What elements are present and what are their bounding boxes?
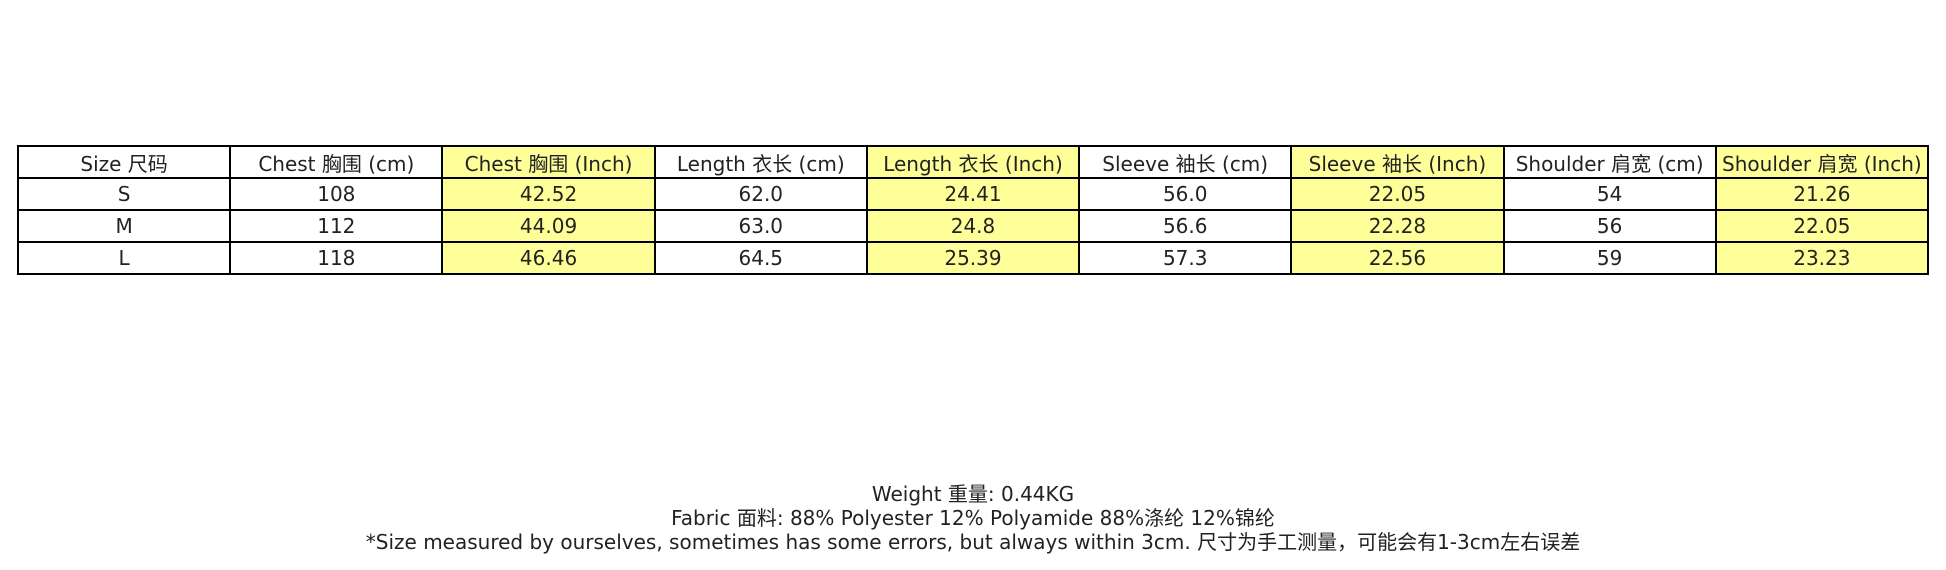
cell: 56.0 (1078, 177, 1293, 211)
header-cell: Length 衣长 (cm) (653, 145, 868, 179)
cell: 56 (1502, 209, 1717, 243)
cell: 24.8 (865, 209, 1081, 243)
cell: 64.5 (653, 241, 868, 275)
header-cell: Size 尺码 (16, 145, 232, 179)
notes: Weight 重量: 0.44KG Fabric 面料: 88% Polyeste… (0, 482, 1946, 554)
header-cell: Chest 胸围 (cm) (229, 145, 444, 179)
cell: 24.41 (865, 177, 1081, 211)
cell: 23.23 (1714, 241, 1930, 275)
note-line: Fabric 面料: 88% Polyester 12% Polyamide 8… (671, 506, 1275, 530)
header-cell: Sleeve 袖长 (cm) (1078, 145, 1293, 179)
header-row: Size 尺码 Chest 胸围 (cm) Chest 胸围 (Inch) Lengt… (16, 145, 1930, 179)
cell: 21.26 (1714, 177, 1930, 211)
note-line: Weight 重量: 0.44KG (871, 482, 1075, 506)
cell: 42.52 (441, 177, 656, 211)
cell: 22.28 (1290, 209, 1505, 243)
cell: 22.05 (1714, 209, 1930, 243)
cell: 112 (229, 209, 444, 243)
cell: 57.3 (1078, 241, 1293, 275)
cell: 22.56 (1290, 241, 1505, 275)
cell: 25.39 (865, 241, 1081, 275)
cell: 118 (229, 241, 444, 275)
cell: 54 (1502, 177, 1717, 211)
cell: M (16, 209, 232, 243)
size-table: Size 尺码 Chest 胸围 (cm) Chest 胸围 (Inch) Lengt… (16, 145, 1930, 275)
cell: 59 (1502, 241, 1717, 275)
data-row: L 118 46.46 64.5 25.39 57.3 22.56 59 23.23 (16, 241, 1930, 275)
header-cell: Shoulder 肩宽 (cm) (1502, 145, 1717, 179)
cell: 56.6 (1078, 209, 1293, 243)
header-cell: Length 衣长 (Inch) (865, 145, 1081, 179)
cell: 63.0 (653, 209, 868, 243)
note-line: *Size measured by ourselves, sometimes h… (365, 530, 1581, 554)
cell: 108 (229, 177, 444, 211)
cell: 44.09 (441, 209, 656, 243)
data-row: M 112 44.09 63.0 24.8 56.6 22.28 56 22.05 (16, 209, 1930, 243)
cell: 62.0 (653, 177, 868, 211)
header-cell: Sleeve 袖长 (Inch) (1290, 145, 1505, 179)
cell: 46.46 (441, 241, 656, 275)
header-cell: Shoulder 肩宽 (Inch) (1714, 145, 1930, 179)
cell: S (16, 177, 232, 211)
cell: 22.05 (1290, 177, 1505, 211)
data-row: S 108 42.52 62.0 24.41 56.0 22.05 54 21.26 (16, 177, 1930, 211)
header-cell: Chest 胸围 (Inch) (441, 145, 656, 179)
cell: L (16, 241, 232, 275)
